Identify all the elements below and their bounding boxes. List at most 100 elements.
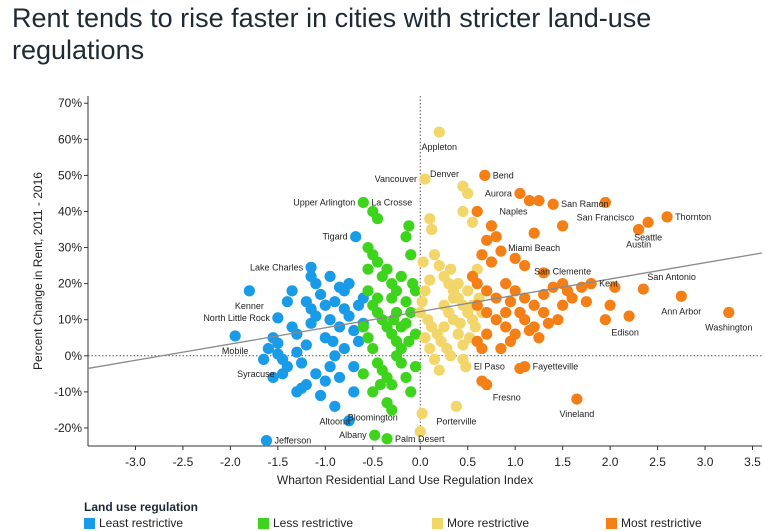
x-axis-label: Wharton Residential Land Use Regulation … <box>277 473 533 487</box>
data-point-most <box>500 278 512 290</box>
y-tick-label: 0% <box>65 349 83 363</box>
data-point-less <box>362 332 374 344</box>
data-point-more <box>433 364 445 376</box>
data-point-least <box>258 353 270 366</box>
data-point-less <box>400 296 412 308</box>
city-label: Washington <box>705 322 752 332</box>
data-point-least <box>333 321 346 333</box>
data-point-most <box>528 227 540 239</box>
data-point-least <box>305 270 317 283</box>
data-point-least <box>286 285 298 297</box>
data-point-more <box>457 353 469 366</box>
data-point-most <box>495 245 507 257</box>
legend-swatch-less <box>258 517 269 529</box>
data-point-less <box>405 249 417 261</box>
data-point-most <box>471 278 483 290</box>
data-point-least <box>243 285 255 297</box>
data-point-less <box>409 361 422 373</box>
data-point-less <box>386 404 398 416</box>
data-point-less <box>367 342 379 355</box>
data-point-most <box>495 342 507 355</box>
city-label: Jefferson <box>274 436 311 446</box>
data-point-least <box>348 324 360 337</box>
chart-title: Rent tends to rise faster in cities with… <box>12 3 652 65</box>
data-point-least <box>272 312 284 324</box>
data-point-least <box>327 335 339 347</box>
data-point-less <box>362 263 374 275</box>
legend-item-more: More restrictive <box>432 515 529 531</box>
data-point-more <box>424 274 436 286</box>
data-point-more <box>426 223 438 236</box>
data-point-more <box>450 400 462 412</box>
data-point-more <box>457 205 469 218</box>
data-point-most <box>504 296 517 308</box>
data-point-most <box>514 306 526 319</box>
data-point-most <box>571 393 583 405</box>
data-point-less <box>357 321 369 333</box>
city-label: Vancouver <box>375 174 417 184</box>
data-point-most <box>485 220 498 232</box>
x-tick-label: -2.5 <box>173 455 194 469</box>
legend: Least restrictive Less restrictive More … <box>84 515 764 531</box>
city-label: Aurora <box>485 188 512 198</box>
data-point-least <box>314 288 327 301</box>
city-label: Syracuse <box>237 369 275 379</box>
city-label: Ann Arbor <box>661 306 701 316</box>
trend-line <box>87 252 763 370</box>
data-point-most <box>519 259 531 272</box>
x-tick-label: 2.0 <box>602 455 619 469</box>
legend-label-more: More restrictive <box>447 516 530 530</box>
x-tick-label: -2.0 <box>220 455 241 469</box>
data-point-least <box>310 310 322 322</box>
data-point-less <box>400 231 412 243</box>
data-point-most <box>642 216 654 228</box>
city-label: Naples <box>499 206 528 216</box>
city-label: Edison <box>611 328 639 338</box>
city-label: El Paso <box>474 362 505 372</box>
data-point-more <box>462 187 474 200</box>
x-tick-label: 1.0 <box>507 455 524 469</box>
data-point-least <box>343 415 355 427</box>
data-point-least <box>300 339 312 351</box>
data-point-most <box>609 281 621 293</box>
legend-item-less: Less restrictive <box>258 515 353 531</box>
data-point-least <box>338 342 350 355</box>
data-point-most <box>523 324 536 337</box>
city-label: Porterville <box>436 416 476 426</box>
data-point-least <box>291 328 303 340</box>
city-label: Upper Arlington <box>293 197 355 207</box>
data-point-most <box>481 328 493 340</box>
data-point-most <box>533 332 545 344</box>
city-label: Denver <box>430 169 459 179</box>
city-label: Bloomington <box>348 413 398 423</box>
data-point-least <box>300 296 312 308</box>
city-label: Bend <box>493 170 514 180</box>
data-point-most <box>661 211 673 223</box>
x-tick-label: 0.0 <box>412 455 429 469</box>
y-tick-label: 60% <box>58 132 82 146</box>
data-point-more <box>424 342 436 355</box>
data-point-least <box>272 348 284 360</box>
city-label: San Clemente <box>534 267 591 277</box>
data-point-less <box>395 357 407 369</box>
y-tick-label: 40% <box>58 204 82 218</box>
data-point-more <box>416 407 428 420</box>
data-point-less <box>362 285 374 297</box>
legend-swatch-more <box>432 517 443 529</box>
data-point-most <box>585 278 597 290</box>
x-tick-label: -1.0 <box>315 455 336 469</box>
data-point-less <box>403 335 415 347</box>
data-point-more <box>433 126 445 138</box>
data-point-more <box>419 285 431 297</box>
y-tick-label: 20% <box>58 277 82 291</box>
y-tick-label: 10% <box>58 313 82 327</box>
data-point-more <box>445 263 457 275</box>
city-label: Miami Beach <box>508 243 560 253</box>
x-tick-label: 0.5 <box>459 455 476 469</box>
data-point-less <box>381 433 393 445</box>
data-point-less <box>407 278 419 290</box>
data-point-least <box>291 386 303 398</box>
data-point-most <box>479 169 491 181</box>
data-point-more <box>447 292 460 304</box>
data-point-most <box>538 288 550 301</box>
